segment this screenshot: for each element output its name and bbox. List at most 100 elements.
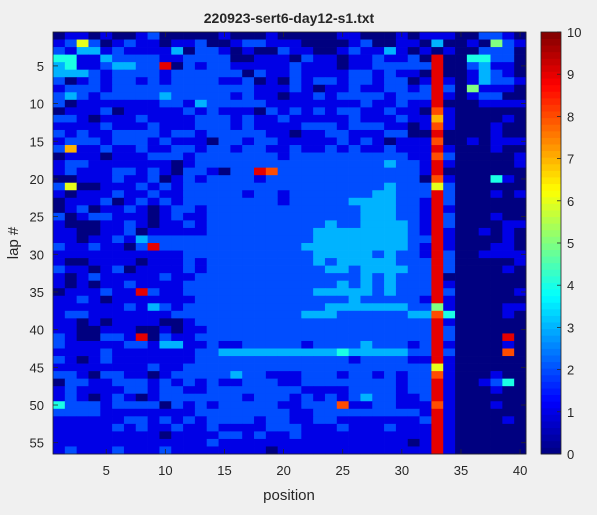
heatmap-cell (135, 446, 148, 455)
heatmap-cell (100, 129, 113, 138)
heatmap-cell (466, 77, 480, 86)
heatmap-cell (76, 122, 89, 131)
heatmap-cell (490, 122, 503, 131)
heatmap-cell (301, 318, 314, 327)
heatmap-cell (265, 356, 279, 364)
heatmap-cell (502, 333, 515, 342)
heatmap-cell (206, 39, 219, 48)
heatmap-cell (183, 333, 196, 342)
heatmap-cell (230, 348, 243, 357)
heatmap-cell (64, 340, 77, 349)
heatmap-cell (277, 152, 290, 161)
heatmap-cell (431, 303, 444, 312)
heatmap-cell (218, 265, 231, 274)
heatmap-cell (395, 288, 409, 297)
heatmap-cell (218, 371, 231, 379)
heatmap-cell (76, 325, 89, 334)
heatmap-cell (455, 160, 468, 168)
heatmap-cell (419, 363, 432, 372)
heatmap-cell (313, 258, 326, 266)
heatmap-cell (478, 197, 491, 206)
heatmap-cell (123, 386, 137, 395)
heatmap-cell (514, 378, 527, 387)
colorbar-tick-label: 1 (567, 405, 574, 420)
heatmap-cell (336, 92, 349, 101)
heatmap-cell (230, 137, 243, 146)
heatmap-cell (348, 340, 361, 349)
heatmap-cell (147, 273, 160, 282)
heatmap-cell (135, 340, 148, 349)
heatmap-cell (183, 265, 196, 274)
heatmap-cell (478, 54, 491, 63)
heatmap-cell (183, 145, 196, 153)
heatmap-cell (490, 408, 503, 417)
heatmap-cell (53, 243, 66, 251)
heatmap-cell (88, 243, 101, 251)
heatmap-cell (254, 122, 267, 131)
heatmap-cell (123, 99, 137, 108)
heatmap-cell (88, 47, 101, 55)
heatmap-cell (53, 386, 66, 395)
heatmap-cell (100, 54, 113, 63)
heatmap-cell (183, 393, 196, 402)
heatmap-cell (76, 47, 89, 55)
heatmap-cell (159, 288, 172, 297)
heatmap-cell (76, 423, 89, 432)
heatmap-cell (336, 438, 349, 447)
colorbar-segment (541, 434, 561, 442)
colorbar-segment (541, 374, 561, 382)
heatmap-cell (348, 137, 361, 146)
heatmap-cell (64, 446, 77, 455)
y-tick-label: 35 (30, 285, 44, 300)
heatmap-cell (431, 393, 444, 402)
heatmap-cell (455, 258, 468, 266)
heatmap-cell (324, 243, 338, 251)
heatmap-cell (265, 62, 279, 71)
heatmap-cell (336, 325, 349, 334)
heatmap-cell (313, 371, 326, 379)
heatmap-cell (490, 92, 503, 101)
heatmap-cell (372, 32, 385, 40)
heatmap-cell (490, 378, 503, 387)
heatmap-cell (431, 438, 444, 447)
heatmap-cell (372, 152, 385, 161)
heatmap-cell (194, 363, 208, 372)
heatmap-cell (419, 438, 432, 447)
heatmap-cell (53, 47, 66, 55)
heatmap-cell (265, 182, 279, 191)
colorbar-segment (541, 381, 561, 389)
heatmap-cell (514, 92, 527, 101)
heatmap-cell (502, 145, 515, 153)
heatmap-cell (407, 416, 420, 425)
heatmap-cell (336, 77, 349, 86)
heatmap-cell (431, 446, 444, 455)
colorbar-segment (541, 144, 561, 152)
heatmap-cell (194, 333, 208, 342)
heatmap-cell (194, 310, 208, 319)
heatmap-cell (395, 62, 409, 71)
heatmap-cell (289, 446, 302, 455)
heatmap-cell (53, 333, 66, 342)
heatmap-cell (502, 54, 515, 63)
heatmap-cell (171, 47, 184, 55)
heatmap-cell (514, 114, 527, 123)
heatmap-cell (336, 205, 349, 214)
heatmap-cell (478, 401, 491, 410)
heatmap-cell (336, 69, 349, 78)
heatmap-cell (455, 250, 468, 259)
heatmap-cell (336, 145, 349, 153)
heatmap-cell (64, 243, 77, 251)
heatmap-cell (147, 438, 160, 447)
heatmap-cell (502, 401, 515, 410)
heatmap-cell (466, 175, 480, 184)
heatmap-cell (206, 62, 219, 71)
heatmap-cell (466, 114, 480, 123)
heatmap-cell (265, 145, 279, 153)
heatmap-cell (183, 288, 196, 297)
heatmap-cell (112, 243, 125, 251)
heatmap-cell (348, 235, 361, 244)
heatmap-cell (112, 205, 125, 214)
heatmap-cell (466, 333, 480, 342)
heatmap-cell (490, 348, 503, 357)
heatmap-cell (336, 212, 349, 221)
